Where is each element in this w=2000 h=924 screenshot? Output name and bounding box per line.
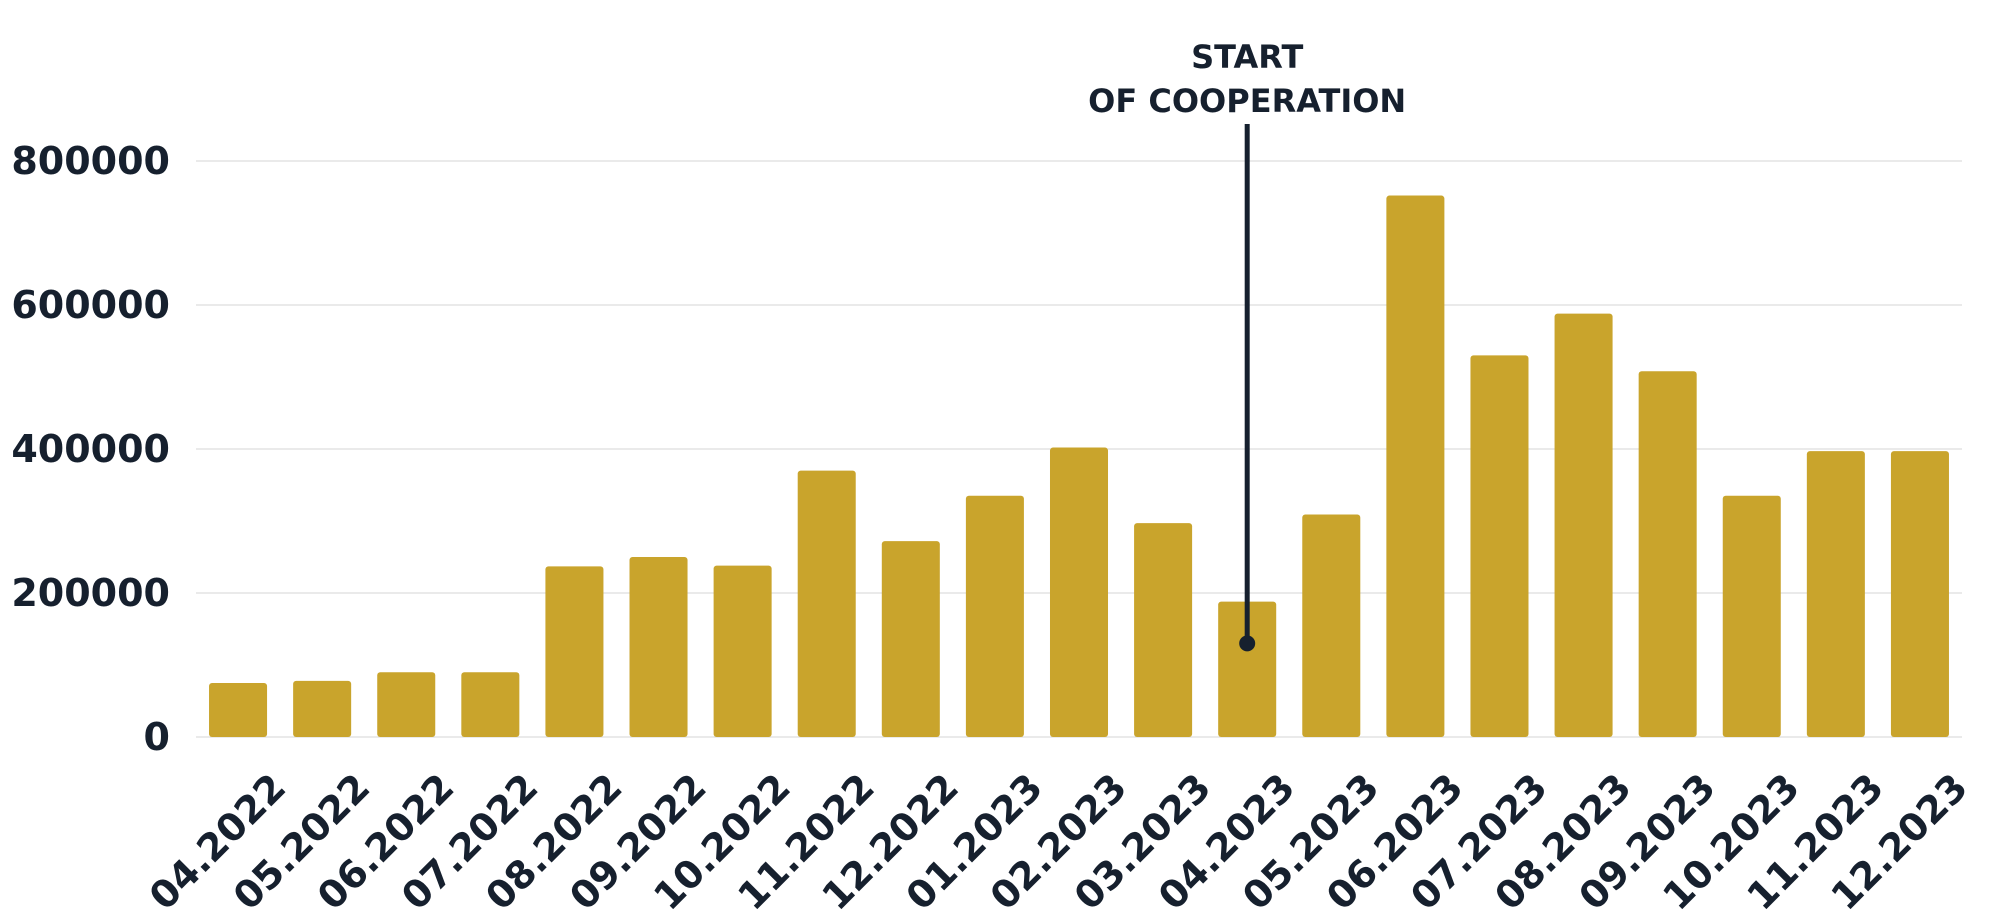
bar [461, 672, 520, 737]
bar [1470, 355, 1529, 737]
annotation-label: START [1191, 38, 1303, 76]
bar [545, 566, 604, 737]
y-tick-label: 600000 [11, 283, 170, 327]
bar [965, 495, 1024, 737]
x-axis-ticks: 04.202205.202206.202207.202208.202209.20… [141, 765, 1976, 918]
bar [293, 680, 352, 737]
bar [1134, 523, 1193, 737]
annotation: START OF COOPERATION [1088, 38, 1406, 652]
bar [1554, 313, 1613, 737]
bar [1386, 195, 1445, 737]
bar [797, 470, 856, 737]
bar [1049, 447, 1109, 737]
bar [1806, 451, 1865, 737]
bar [713, 565, 772, 737]
bar [377, 672, 436, 737]
bar [881, 541, 940, 737]
annotation-dot [1239, 635, 1256, 652]
y-axis-ticks: 0 200000 400000 600000 800000 [11, 139, 170, 759]
annotation-label: OF COOPERATION [1088, 82, 1406, 120]
bars [209, 195, 1949, 737]
bar [1638, 371, 1697, 737]
bar [209, 683, 268, 737]
y-tick-label: 400000 [11, 427, 170, 471]
y-tick-label: 0 [144, 715, 170, 759]
bar [629, 557, 688, 737]
bar [1890, 451, 1949, 737]
bar [1722, 495, 1781, 737]
y-tick-label: 800000 [11, 139, 170, 183]
bar [1302, 514, 1361, 737]
bar [1218, 601, 1277, 737]
y-tick-label: 200000 [11, 571, 170, 615]
